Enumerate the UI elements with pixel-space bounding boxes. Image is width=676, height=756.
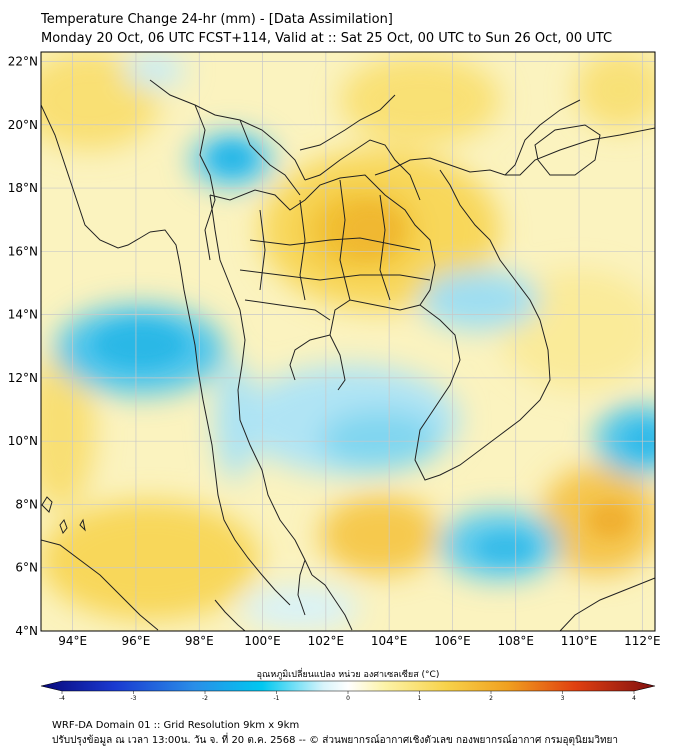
temperature-field	[41, 52, 655, 631]
lat-label: 20°N	[8, 118, 38, 132]
footer-credit: ปรับปรุงข้อมูล ณ เวลา 13:00น. วัน จ. ที่…	[52, 735, 619, 746]
colorbar-tick-label: 0	[346, 695, 350, 702]
latitude-labels: 22°N 20°N 18°N 16°N 14°N 12°N 10°N 8°N 6°N 4°N	[8, 54, 38, 638]
colorbar-tick-label: -4	[59, 695, 65, 702]
lat-label: 12°N	[8, 371, 38, 385]
lon-label: 98°E	[185, 634, 214, 648]
lat-label: 4°N	[15, 624, 38, 638]
colorbar-tick-label: 1	[418, 695, 422, 702]
lat-label: 14°N	[8, 308, 38, 322]
colorbar-tick-label: 2	[489, 695, 493, 702]
lat-label: 6°N	[15, 561, 38, 575]
lat-label: 22°N	[8, 54, 38, 68]
colorbar-tick-label: 3	[561, 695, 565, 702]
colorbar-tick-label: -1	[274, 695, 280, 702]
lat-lon-grid	[41, 52, 655, 631]
colorbar-tick-label: -3	[131, 695, 137, 702]
colorbar	[40, 680, 656, 692]
colorbar-tick-label: 4	[632, 695, 636, 702]
lat-label: 18°N	[8, 181, 38, 195]
colorbar-ticks: -4 -3 -2 -1 0 1 2 3 4	[59, 691, 636, 702]
lat-label: 8°N	[15, 497, 38, 511]
lon-label: 110°E	[561, 634, 598, 648]
lon-label: 104°E	[371, 634, 408, 648]
lon-label: 100°E	[244, 634, 281, 648]
lat-label: 10°N	[8, 434, 38, 448]
lon-label: 112°E	[624, 634, 661, 648]
lon-label: 108°E	[497, 634, 534, 648]
lat-label: 16°N	[8, 244, 38, 258]
map-title: Temperature Change 24-hr (mm) - [Data As…	[41, 12, 393, 27]
coastlines-and-borders	[41, 79, 655, 631]
footer-domain-info: WRF-DA Domain 01 :: Grid Resolution 9km …	[52, 720, 300, 731]
colorbar-tick-label: -2	[202, 695, 208, 702]
colorbar-label: อุณหภูมิเปลี่ยนแปลง หน่วย องศาเซลเซียส (…	[257, 667, 440, 680]
lon-label: 96°E	[122, 634, 151, 648]
lon-label: 94°E	[58, 634, 87, 648]
lon-label: 102°E	[308, 634, 345, 648]
map-subtitle: Monday 20 Oct, 06 UTC FCST+114, Valid at…	[41, 31, 613, 46]
map-frame	[40, 51, 656, 632]
longitude-labels: 94°E 96°E 98°E 100°E 102°E 104°E 106°E 108°E 110…	[58, 634, 660, 648]
lon-label: 106°E	[434, 634, 471, 648]
